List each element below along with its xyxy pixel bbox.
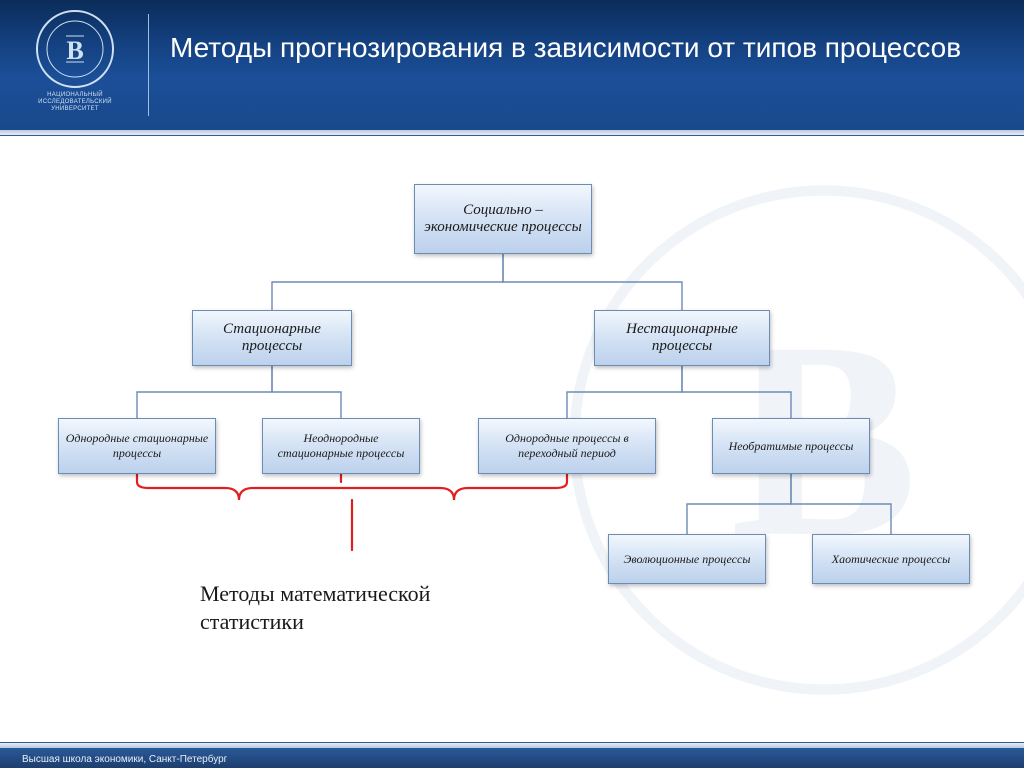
node-l3b: Хаотические процессы	[812, 534, 970, 584]
header: В НАЦИОНАЛЬНЫЙ ИССЛЕДОВАТЕЛЬСКИЙ УНИВЕРС…	[0, 0, 1024, 130]
node-l3a: Эволюционные процессы	[608, 534, 766, 584]
footer-text: Высшая школа экономики, Санкт-Петербург	[22, 754, 227, 765]
node-root: Социально – экономические процессы	[414, 184, 592, 254]
page-title: Методы прогнозирования в зависимости от …	[170, 30, 994, 65]
node-l2d: Необратимые процессы	[712, 418, 870, 474]
footer: Высшая школа экономики, Санкт-Петербург	[0, 748, 1024, 768]
node-l2a: Однородные стационарные процессы	[58, 418, 216, 474]
node-l1b: Нестационарные процессы	[594, 310, 770, 366]
logo-caption-1: НАЦИОНАЛЬНЫЙ ИССЛЕДОВАТЕЛЬСКИЙ	[20, 92, 130, 106]
svg-text:В: В	[66, 36, 83, 65]
node-l1a: Стационарные процессы	[192, 310, 352, 366]
node-l2b: Неоднородные стационарные процессы	[262, 418, 420, 474]
logo: В НАЦИОНАЛЬНЫЙ ИССЛЕДОВАТЕЛЬСКИЙ УНИВЕРС…	[20, 10, 130, 114]
slide: В НАЦИОНАЛЬНЫЙ ИССЛЕДОВАТЕЛЬСКИЙ УНИВЕРС…	[0, 0, 1024, 768]
node-l2c: Однородные процессы в переходный период	[478, 418, 656, 474]
logo-caption-2: УНИВЕРСИТЕТ	[20, 106, 130, 113]
header-underbar	[0, 130, 1024, 136]
group-caption: Методы математической статистики	[200, 580, 500, 635]
logo-seal-icon: В	[36, 10, 114, 88]
header-divider	[148, 14, 149, 116]
